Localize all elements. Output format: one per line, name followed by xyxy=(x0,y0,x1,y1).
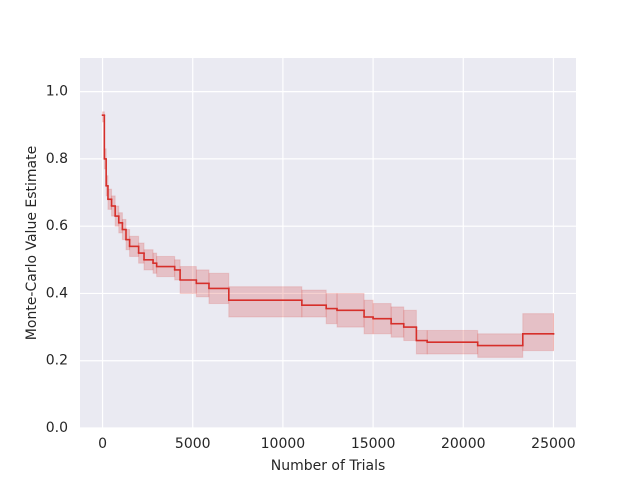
x-tick-label: 5000 xyxy=(175,436,211,452)
y-tick-label: 0.4 xyxy=(46,285,68,301)
confidence-band xyxy=(390,306,405,338)
y-tick-label: 0.0 xyxy=(46,420,68,436)
plot-area xyxy=(80,58,576,428)
confidence-band xyxy=(522,313,554,352)
y-tick-label: 0.6 xyxy=(46,218,68,234)
confidence-band xyxy=(301,289,327,318)
x-tick-label: 15000 xyxy=(351,436,396,452)
x-tick-label: 0 xyxy=(98,436,107,452)
y-tick-label: 1.0 xyxy=(46,84,68,100)
x-tick-label: 10000 xyxy=(261,436,306,452)
x-tick-label: 25000 xyxy=(531,436,576,452)
x-tick-label: 20000 xyxy=(441,436,486,452)
x-axis-label: Number of Trials xyxy=(271,458,386,474)
y-tick-label: 0.8 xyxy=(46,151,68,167)
y-tick-label: 0.2 xyxy=(46,353,68,369)
confidence-band xyxy=(415,329,428,355)
confidence-band xyxy=(228,286,303,318)
confidence-band xyxy=(403,309,417,342)
y-axis-label: Monte-Carlo Value Estimate xyxy=(24,146,40,340)
